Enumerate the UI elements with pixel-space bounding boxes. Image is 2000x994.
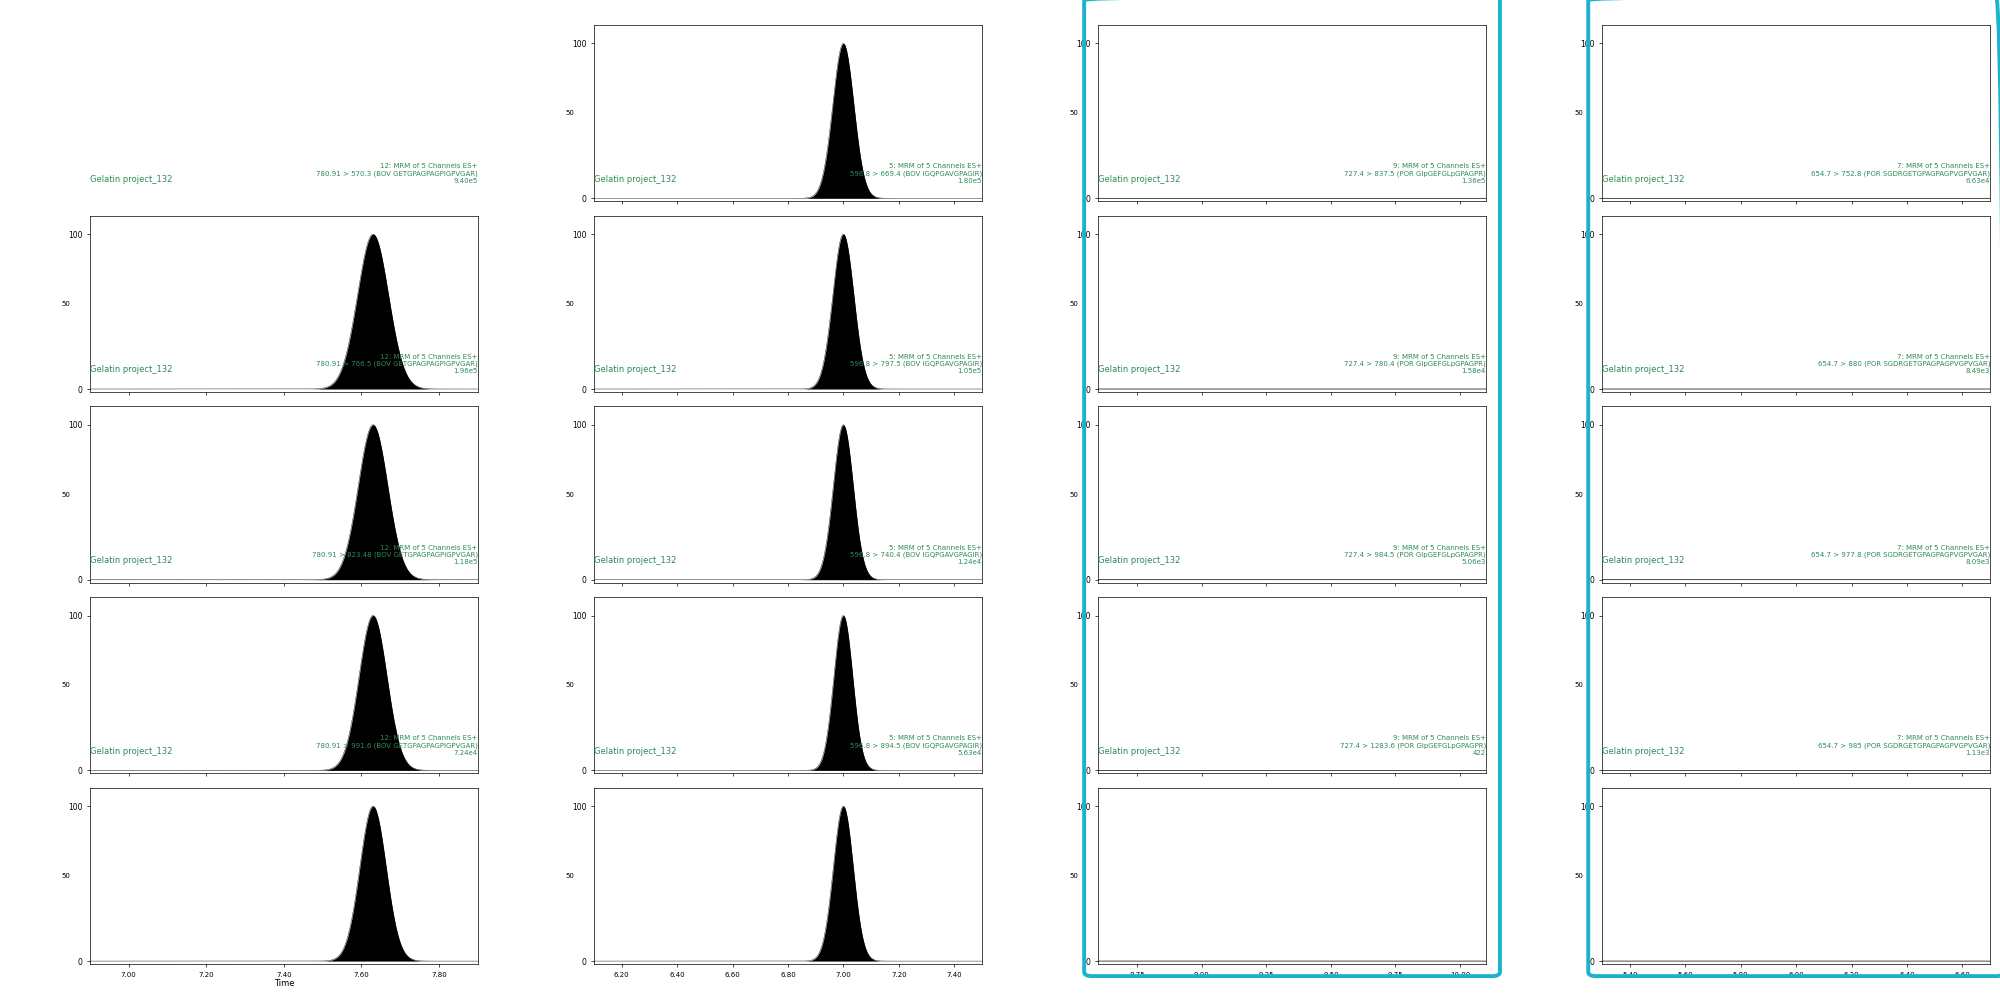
Text: 50: 50 (1070, 682, 1078, 688)
Text: 7: MRM of 5 Channels ES+
654.7 > 977.8 (POR SGDRGETGPAGPAGPVGPVGAR)
8.09e3: 7: MRM of 5 Channels ES+ 654.7 > 977.8 (… (1810, 545, 1990, 566)
Text: 50: 50 (1574, 491, 1582, 498)
Text: Gelatin project_132: Gelatin project_132 (594, 175, 676, 184)
Text: 50: 50 (566, 301, 574, 307)
Text: Gelatin project_132: Gelatin project_132 (1098, 746, 1180, 755)
Text: Gelatin project_132: Gelatin project_132 (1602, 556, 1684, 566)
Text: 50: 50 (566, 110, 574, 116)
Text: 5: MRM of 5 Channels ES+
596.8 > 797.5 (BOV IGQPGAVGPAGIR)
1.05e5: 5: MRM of 5 Channels ES+ 596.8 > 797.5 (… (850, 354, 982, 375)
Text: 5: MRM of 5 Channels ES+
596.8 > 669.4 (BOV IGQPGAVGPAGIR)
1.80e5: 5: MRM of 5 Channels ES+ 596.8 > 669.4 (… (850, 163, 982, 184)
Text: Gelatin project_132: Gelatin project_132 (1602, 746, 1684, 755)
Text: 50: 50 (1574, 682, 1582, 688)
Text: 5: MRM of 5 Channels ES+
596.8 > 740.4 (BOV IGQPGAVGPAGIR)
1.24e4: 5: MRM of 5 Channels ES+ 596.8 > 740.4 (… (850, 545, 982, 566)
Text: 7: MRM of 5 Channels ES+
654.7 > 752.8 (POR SGDRGETGPAGPAGPVGPVGAR)
6.63e4: 7: MRM of 5 Channels ES+ 654.7 > 752.8 (… (1812, 163, 1990, 184)
Text: Gelatin project_132: Gelatin project_132 (594, 366, 676, 375)
Text: 12: MRM of 5 Channels ES+
780.91 > 823.48 (BOV GETGPAGPAGPIGPVGAR)
1.18e5: 12: MRM of 5 Channels ES+ 780.91 > 823.4… (312, 545, 478, 566)
Text: 50: 50 (566, 873, 574, 879)
Text: 5: MRM of 5 Channels ES+
596.8 > 894.5 (BOV IGQPGAVGPAGIR)
5.63e4: 5: MRM of 5 Channels ES+ 596.8 > 894.5 (… (850, 736, 982, 755)
X-axis label: Time: Time (274, 979, 294, 988)
Text: Gelatin project_132: Gelatin project_132 (1098, 556, 1180, 566)
Text: 50: 50 (566, 682, 574, 688)
Text: Gelatin project_132: Gelatin project_132 (90, 746, 172, 755)
Text: 50: 50 (1070, 110, 1078, 116)
Text: Gelatin project_132: Gelatin project_132 (1098, 366, 1180, 375)
Text: 50: 50 (62, 301, 70, 307)
Text: 50: 50 (1070, 873, 1078, 879)
Text: 12: MRM of 5 Channels ES+
780.91 > 570.3 (BOV GETGPAGPAGPIGPVGAR)
9.40e5: 12: MRM of 5 Channels ES+ 780.91 > 570.3… (316, 163, 478, 184)
Text: Gelatin project_132: Gelatin project_132 (1098, 175, 1180, 184)
Text: 50: 50 (566, 491, 574, 498)
Text: 50: 50 (1070, 491, 1078, 498)
Text: 50: 50 (62, 682, 70, 688)
Text: 7: MRM of 5 Channels ES+
654.7 > 880 (POR SGDRGETGPAGPAGPVGPVGAR)
8.49e3: 7: MRM of 5 Channels ES+ 654.7 > 880 (PO… (1818, 354, 1990, 375)
Text: 12: MRM of 5 Channels ES+
780.91 > 991.6 (BOV GETGPAGPAGPIGPVGAR)
7.24e4: 12: MRM of 5 Channels ES+ 780.91 > 991.6… (316, 736, 478, 755)
Text: 9: MRM of 5 Channels ES+
727.4 > 1283.6 (POR GlpGEFGLpGPAGPR)
422: 9: MRM of 5 Channels ES+ 727.4 > 1283.6 … (1340, 736, 1486, 755)
Text: 50: 50 (62, 491, 70, 498)
Text: 50: 50 (1070, 301, 1078, 307)
Text: 50: 50 (62, 873, 70, 879)
Text: 9: MRM of 5 Channels ES+
727.4 > 780.4 (POR GlpGEFGLpGPAGPR)
1.58e4: 9: MRM of 5 Channels ES+ 727.4 > 780.4 (… (1344, 354, 1486, 375)
Text: Gelatin project_132: Gelatin project_132 (90, 175, 172, 184)
Text: 50: 50 (1574, 873, 1582, 879)
Text: 9: MRM of 5 Channels ES+
727.4 > 984.5 (POR GlpGEFGLpGPAGPR)
5.06e3: 9: MRM of 5 Channels ES+ 727.4 > 984.5 (… (1344, 545, 1486, 566)
Text: 12: MRM of 5 Channels ES+
780.91 > 766.5 (BOV GETGPAGPAGPIGPVGAR)
1.96e5: 12: MRM of 5 Channels ES+ 780.91 > 766.5… (316, 354, 478, 375)
Text: Gelatin project_132: Gelatin project_132 (90, 556, 172, 566)
Text: Gelatin project_132: Gelatin project_132 (1602, 366, 1684, 375)
Text: 7: MRM of 5 Channels ES+
654.7 > 985 (POR SGDRGETGPAGPAGPVGPVGAR)
1.13e3: 7: MRM of 5 Channels ES+ 654.7 > 985 (PO… (1818, 736, 1990, 755)
Text: 9: MRM of 5 Channels ES+
727.4 > 837.5 (POR GlpGEFGLpGPAGPR)
1.36e5: 9: MRM of 5 Channels ES+ 727.4 > 837.5 (… (1344, 163, 1486, 184)
Text: 50: 50 (1574, 301, 1582, 307)
Text: Gelatin project_132: Gelatin project_132 (594, 556, 676, 566)
Text: Gelatin project_132: Gelatin project_132 (90, 366, 172, 375)
Text: Gelatin project_132: Gelatin project_132 (594, 746, 676, 755)
Text: 50: 50 (1574, 110, 1582, 116)
Text: Gelatin project_132: Gelatin project_132 (1602, 175, 1684, 184)
